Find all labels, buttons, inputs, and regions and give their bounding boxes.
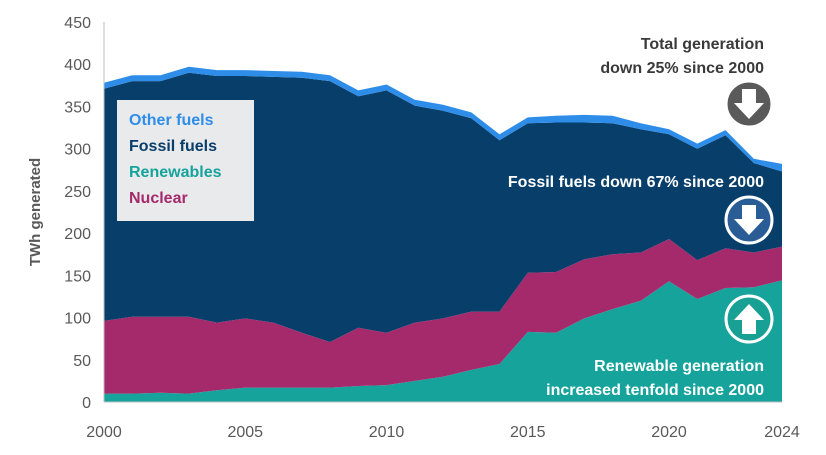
legend-item-nuclear: Nuclear	[129, 190, 188, 207]
area-renewables	[104, 280, 782, 402]
y-tick-labels: 0 50 100 150 200 250 300 350 400 450	[64, 15, 91, 412]
legend-item-renewables: Renewables	[129, 164, 222, 181]
y-tick-label: 150	[64, 268, 91, 285]
x-tick-label: 2015	[510, 424, 546, 441]
area-other-fuels	[104, 66, 782, 172]
axes	[103, 22, 782, 403]
legend-item-fossil-fuels: Fossil fuels	[129, 138, 218, 155]
annotation-fossil-line-1: Fossil fuels down 67% since 2000	[507, 174, 764, 191]
area-nuclear	[104, 239, 782, 394]
arrow-down-icon	[734, 89, 764, 119]
annotation-renewables-line-2: increased tenfold since 2000	[546, 382, 764, 399]
x-tick-label: 2020	[651, 424, 687, 441]
y-axis-label: TWh generated	[27, 158, 44, 266]
y-tick-label: 400	[64, 57, 91, 74]
annotation-renewables: Renewable generation increased tenfold s…	[546, 355, 764, 403]
annotation-arrows	[724, 79, 774, 344]
y-tick-label: 50	[73, 353, 91, 370]
y-tick-label: 300	[64, 142, 91, 159]
area-fossil-fuels	[104, 72, 782, 342]
x-tick-label: 2010	[369, 424, 405, 441]
annotation-total-line-2: down 25% since 2000	[600, 60, 764, 77]
annotation-total-line-1: Total generation	[640, 36, 764, 53]
y-tick-label: 200	[64, 226, 91, 243]
y-tick-label: 250	[64, 184, 91, 201]
annotation-fossil-fuels: Fossil fuels down 67% since 2000	[508, 171, 764, 195]
annotation-total-generation: Total generation down 25% since 2000	[600, 33, 764, 81]
x-tick-label: 2000	[86, 424, 122, 441]
annotation-renewables-line-1: Renewable generation	[594, 358, 764, 375]
y-tick-label: 0	[82, 395, 91, 412]
arrow-up-icon	[734, 304, 764, 334]
x-tick-labels: 2000 2005 2010 2015 2020 2024	[86, 424, 800, 441]
x-tick-label: 2024	[764, 424, 800, 441]
y-tick-label: 450	[64, 15, 91, 32]
legend: Other fuels Fossil fuels Renewables Nucl…	[117, 100, 254, 221]
y-tick-label: 350	[64, 99, 91, 116]
legend-item-other-fuels: Other fuels	[129, 112, 214, 129]
arrow-down-icon	[734, 205, 764, 235]
area-series-group	[104, 66, 782, 402]
x-tick-label: 2005	[227, 424, 263, 441]
y-tick-label: 100	[64, 311, 91, 328]
